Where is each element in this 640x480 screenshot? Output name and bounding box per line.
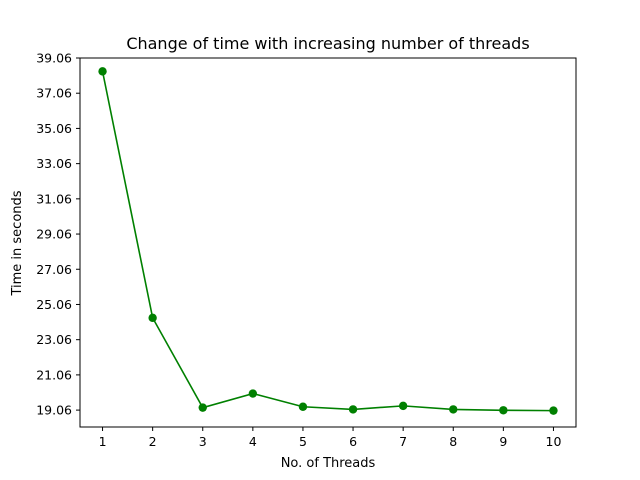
data-point	[549, 406, 558, 415]
x-tick-label: 6	[349, 434, 357, 449]
data-point	[298, 402, 308, 411]
data-point	[449, 405, 458, 414]
x-tick-label: 4	[249, 434, 257, 449]
y-tick-label: 35.06	[36, 121, 72, 136]
y-tick-label: 39.06	[36, 51, 72, 66]
x-tick-label: 8	[449, 434, 457, 449]
data-point	[198, 403, 207, 412]
data-point	[148, 313, 157, 323]
x-axis: 1 2 3 4 5 6 7 8 9 10	[99, 427, 562, 449]
data-point	[499, 406, 508, 415]
y-tick-label: 23.06	[36, 332, 72, 347]
x-tick-label: 3	[199, 434, 207, 449]
x-tick-label: 2	[149, 434, 157, 449]
data-point	[398, 401, 408, 411]
y-tick-label: 31.06	[36, 191, 72, 206]
y-tick-label: 27.06	[36, 262, 72, 277]
data-point	[348, 405, 358, 414]
x-axis-label: No. of Threads	[281, 456, 376, 471]
y-tick-label: 33.06	[36, 156, 72, 171]
x-tick-label: 10	[546, 434, 562, 449]
data-point	[98, 67, 107, 76]
data-point	[248, 389, 258, 398]
x-tick-label: 5	[299, 434, 307, 449]
y-tick-label: 19.06	[36, 403, 72, 418]
x-tick-label: 7	[399, 434, 407, 449]
y-tick-label: 37.06	[36, 86, 72, 101]
chart-title: Change of time with increasing number of…	[126, 34, 529, 53]
series-line	[101, 71, 554, 412]
x-tick-label: 1	[99, 434, 107, 449]
x-tick-label: 9	[499, 434, 507, 449]
y-tick-label: 29.06	[36, 227, 72, 242]
y-axis-label: Time in seconds	[10, 190, 25, 296]
series-layer	[98, 67, 558, 415]
y-tick-label: 21.06	[36, 367, 72, 382]
y-tick-label: 25.06	[36, 297, 72, 312]
y-axis: 19.06 21.06 23.06 25.06 27.06 29.06 31.06 33.06…	[36, 51, 80, 418]
plot-frame	[79, 57, 577, 428]
